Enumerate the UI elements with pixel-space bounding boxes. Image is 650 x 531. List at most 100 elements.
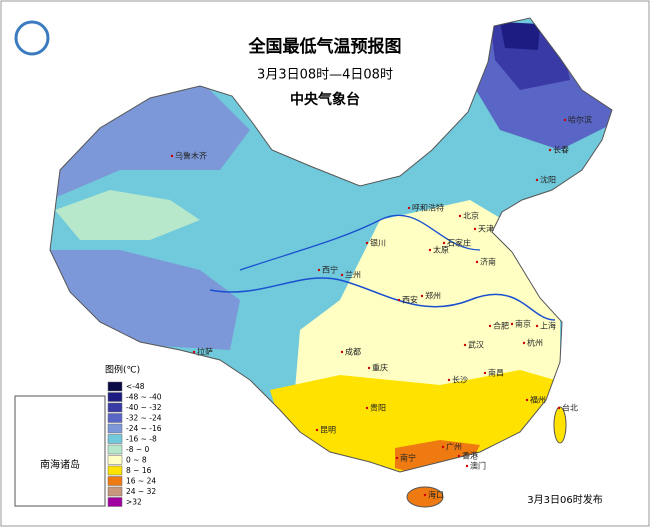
city-dot [420, 294, 424, 298]
city-label: 郑州 [425, 291, 441, 301]
city-dot [340, 350, 344, 354]
legend-swatch [107, 455, 123, 465]
inset [14, 395, 106, 507]
city-label: 长春 [553, 145, 569, 155]
city-label: 拉萨 [197, 347, 213, 357]
city-dot [463, 343, 467, 347]
legend-label: -24 ~ -16 [126, 424, 162, 433]
city-dot [483, 371, 487, 375]
city-dot [510, 322, 514, 326]
city-dot [170, 154, 174, 158]
legend-swatch [107, 497, 123, 507]
city-dot [442, 241, 446, 245]
city-label: 银川 [370, 238, 386, 248]
city-label: 西宁 [322, 265, 338, 275]
legend-label: -48 ~ -40 [126, 393, 162, 402]
city-dot [548, 148, 552, 152]
city-dot [317, 268, 321, 272]
legend-swatch [107, 476, 123, 486]
city-label: 澳门 [470, 461, 486, 471]
city-label: 杭州 [527, 338, 543, 348]
city-label: 天津 [478, 224, 494, 234]
city-dot [475, 260, 479, 264]
city-dot [397, 298, 401, 302]
city-dot [525, 398, 529, 402]
legend: <-48 -48 ~ -40-40 ~ -32 -32 ~ -24-24 ~ -16… [107, 381, 162, 507]
legend-swatch [107, 423, 123, 434]
city-dot [557, 406, 561, 410]
city-dot [535, 324, 539, 328]
city-dot [407, 206, 411, 210]
legend-swatch [107, 402, 123, 413]
release: 3月3日06时发布 [527, 493, 602, 506]
city-dot [367, 366, 371, 370]
city-dot [192, 350, 196, 354]
city-dot [315, 428, 319, 432]
river [209, 277, 556, 321]
river [239, 214, 481, 271]
legend-label: 8 ~ 16 [126, 466, 152, 475]
city-label: 上海 [540, 321, 556, 331]
city-dot [365, 241, 369, 245]
legend-label: 0 ~ 8 [126, 456, 147, 465]
city-dot [447, 378, 451, 382]
legend-swatch [107, 486, 123, 497]
city-label: 南宁 [400, 453, 416, 463]
city-label: 海口 [428, 490, 444, 500]
legend-label: >32 [126, 498, 142, 507]
city-dot [465, 464, 469, 468]
city-label: 南昌 [488, 368, 504, 378]
legend-title: 图例(℃) [105, 364, 140, 376]
city-label: 合肥 [493, 321, 509, 331]
city-label: 广州 [446, 442, 462, 452]
city-dot [340, 273, 344, 277]
city-label: 石家庄 [447, 238, 471, 248]
city-label: 兰州 [345, 270, 361, 280]
legend-label: -32 ~ -24 [126, 414, 162, 423]
inset-label: 南海诸岛 [40, 458, 80, 471]
logo [14, 20, 50, 56]
legend-swatch [107, 434, 123, 444]
city-dot [522, 341, 526, 345]
city-label: 哈尔滨 [568, 115, 592, 125]
city-label: 成都 [345, 347, 361, 357]
city-dot [458, 214, 462, 218]
city-label: 重庆 [372, 363, 388, 373]
city-dot [365, 406, 369, 410]
legend-label: 16 ~ 24 [126, 477, 156, 486]
legend-swatch [107, 381, 123, 392]
legend-swatch [107, 392, 123, 402]
city-label: 长沙 [452, 375, 468, 385]
city-dot [428, 248, 432, 252]
city-label: 济南 [480, 257, 496, 267]
legend-label: -16 ~ -8 [126, 435, 157, 444]
city-label: 北京 [463, 211, 479, 221]
city-label: 太原 [433, 245, 449, 255]
city-dot [488, 324, 492, 328]
city-dot [473, 227, 477, 231]
legend-swatch [107, 413, 123, 423]
city-label: 昆明 [320, 426, 336, 435]
city-label: 南京 [515, 319, 531, 329]
legend-label: -8 ~ 0 [126, 445, 150, 454]
legend-label: -40 ~ -32 [126, 403, 162, 412]
border [49, 17, 613, 473]
city-label: 福州 [530, 396, 546, 405]
city-label: 呼和浩特 [412, 203, 444, 213]
issuer: 中央气象台 [290, 91, 360, 108]
city-label: 武汉 [468, 340, 484, 350]
subtitle: 3月3日08时—4日08时 [257, 68, 393, 83]
city-label: 贵阳 [370, 403, 386, 413]
city-label: 沈阳 [540, 175, 556, 185]
taiwan [553, 406, 567, 444]
city-label: 乌鲁木齐 [175, 151, 207, 161]
city-dot [535, 178, 539, 182]
city-dot [423, 493, 427, 497]
legend-swatch [107, 465, 123, 476]
title: 全国最低气温预报图 [248, 36, 402, 57]
hainan [406, 486, 444, 508]
legend-label: <-48 [126, 382, 145, 391]
city-dot [563, 118, 567, 122]
